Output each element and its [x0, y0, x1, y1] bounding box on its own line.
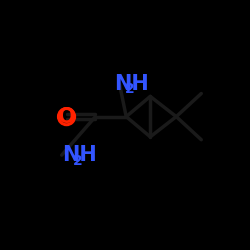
Text: 2: 2 [73, 154, 83, 168]
Text: O: O [58, 106, 75, 126]
Text: NH: NH [114, 74, 148, 94]
Text: 2: 2 [125, 82, 134, 96]
Text: NH: NH [62, 145, 96, 165]
